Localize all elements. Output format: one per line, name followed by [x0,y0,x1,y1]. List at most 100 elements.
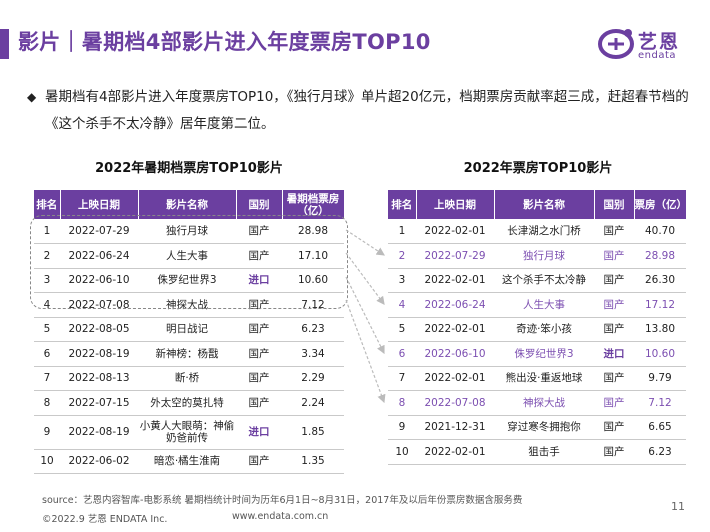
rank-cell: 9 [388,415,416,440]
film-cell: 长津湖之水门桥 [494,219,594,244]
date-cell: 2021-12-31 [416,415,494,440]
date-cell: 2022-06-10 [416,341,494,367]
annual-top10-table: 排名 上映日期 影片名称 国别 票房（亿） 1 2022-02-01 长津湖之水… [388,190,687,465]
table-row-highlighted: 4 2022-06-24 人生大事 国产 17.12 [388,292,686,318]
table-row: 5 2022-08-05 明日战记 国产 6.23 [34,317,344,342]
logo-chinese-text: 艺恩 [638,31,681,53]
top4-dashed-highlight [30,215,348,309]
date-cell: 2022-02-01 [416,317,494,342]
date-cell: 2022-06-24 [60,243,138,269]
film-cell: 明日战记 [138,317,236,342]
date-cell: 2022-06-02 [60,449,138,474]
film-cell: 外太空的莫扎特 [138,390,236,416]
rank-cell: 8 [34,390,60,416]
date-cell: 2022-08-19 [60,415,138,450]
boxoffice-cell: 7.12 [282,292,344,318]
film-cell: 侏罗纪世界3 [138,268,236,293]
table-row: 3 2022-06-10 侏罗纪世界3 进口 10.60 [34,268,344,293]
origin-cell: 国产 [594,292,634,318]
film-cell: 穿过寒冬拥抱你 [494,415,594,440]
origin-cell: 国产 [236,243,282,269]
footer-url: www.endata.com.cn [232,511,329,522]
title-accent-bar [0,29,9,59]
date-cell: 2022-07-15 [60,390,138,416]
table-row: 1 2022-07-29 独行月球 国产 28.98 [34,219,344,244]
column-header: 影片名称 [494,190,595,219]
origin-cell: 国产 [236,219,282,244]
origin-cell: 国产 [594,268,634,293]
column-header: 排名 [34,190,61,219]
column-header: 影片名称 [138,190,237,219]
column-header: 暑期档票房（亿） [282,190,345,219]
film-cell: 新神榜：杨戬 [138,341,236,367]
date-cell: 2022-08-13 [60,366,138,391]
table-row: 7 2022-08-13 断·桥 国产 2.29 [34,366,344,391]
date-cell: 2022-07-08 [60,292,138,318]
column-header: 票房（亿） [634,190,687,219]
origin-cell: 国产 [594,439,634,465]
film-cell: 小黄人大眼萌：神偷奶爸前传 [138,415,236,450]
boxoffice-cell: 6.65 [634,415,686,440]
origin-cell: 进口 [236,415,282,450]
boxoffice-cell: 1.35 [282,449,344,474]
table-row: 6 2022-08-19 新神榜：杨戬 国产 3.34 [34,341,344,367]
column-header: 上映日期 [416,190,495,219]
film-cell: 这个杀手不太冷静 [494,268,594,293]
origin-cell: 进口 [236,268,282,293]
arrow-row4-to-rank8 [345,299,386,404]
origin-cell: 国产 [236,449,282,474]
rank-cell: 6 [388,341,416,367]
rank-cell: 10 [34,449,60,474]
table-header-row: 排名 上映日期 影片名称 国别 票房（亿） [388,190,687,219]
boxoffice-cell: 28.98 [282,219,344,244]
arrow-row3-to-rank6 [345,276,385,355]
arrow-row1-to-rank2 [345,229,386,256]
origin-cell: 国产 [594,390,634,416]
rank-cell: 3 [34,268,60,293]
rank-cell: 7 [388,366,416,391]
date-cell: 2022-02-01 [416,268,494,293]
table-row: 3 2022-02-01 这个杀手不太冷静 国产 26.30 [388,268,686,293]
table-row: 9 2021-12-31 穿过寒冬拥抱你 国产 6.65 [388,415,686,440]
date-cell: 2022-06-10 [60,268,138,293]
origin-cell: 国产 [236,341,282,367]
table-row: 8 2022-07-15 外太空的莫扎特 国产 2.24 [34,390,344,416]
page-number: 11 [671,500,685,513]
date-cell: 2022-08-05 [60,317,138,342]
boxoffice-cell: 26.30 [634,268,686,293]
rank-cell: 5 [34,317,60,342]
date-cell: 2022-07-08 [416,390,494,416]
film-cell: 神探大战 [138,292,236,318]
film-cell: 断·桥 [138,366,236,391]
summer-top10-table: 排名 上映日期 影片名称 国别 暑期档票房（亿） 1 2022-07-29 独行… [34,190,345,474]
origin-cell: 国产 [594,317,634,342]
film-cell: 侏罗纪世界3 [494,341,594,367]
boxoffice-cell: 7.12 [634,390,686,416]
boxoffice-cell: 10.60 [634,341,686,367]
rank-cell: 2 [34,243,60,269]
table-row: 7 2022-02-01 熊出没·重返地球 国产 9.79 [388,366,686,391]
origin-cell: 国产 [594,415,634,440]
rank-cell: 3 [388,268,416,293]
table-row: 10 2022-06-02 暗恋·橘生淮南 国产 1.35 [34,449,344,474]
date-cell: 2022-02-01 [416,439,494,465]
table-row-highlighted: 2 2022-07-29 独行月球 国产 28.98 [388,243,686,269]
film-cell: 狙击手 [494,439,594,465]
boxoffice-cell: 6.23 [282,317,344,342]
endata-logo-icon [598,29,634,59]
table-header-row: 排名 上映日期 影片名称 国别 暑期档票房（亿） [34,190,345,219]
date-cell: 2022-02-01 [416,219,494,244]
boxoffice-cell: 10.60 [282,268,344,293]
rank-cell: 8 [388,390,416,416]
boxoffice-cell: 17.10 [282,243,344,269]
boxoffice-cell: 9.79 [634,366,686,391]
table-row: 9 2022-08-19 小黄人大眼萌：神偷奶爸前传 进口 1.85 [34,415,344,450]
rank-cell: 5 [388,317,416,342]
boxoffice-cell: 1.85 [282,415,344,450]
footer-source: source：艺恩内容智库-电影系统 暑期档统计时间为历年6月1日~8月31日，… [42,495,523,506]
table-row: 2 2022-06-24 人生大事 国产 17.10 [34,243,344,269]
diamond-bullet-icon: ◆ [27,90,37,104]
date-cell: 2022-07-29 [416,243,494,269]
boxoffice-cell: 17.12 [634,292,686,318]
